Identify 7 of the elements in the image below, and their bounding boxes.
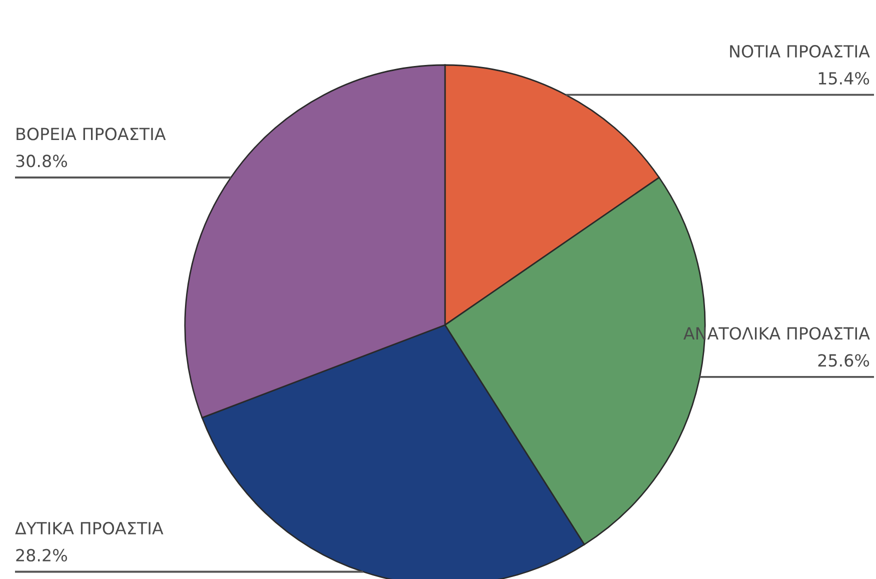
- data-label: 25.6%: [818, 354, 870, 367]
- data-label: 30.8%: [16, 154, 68, 168]
- slice-label: ΔΥΤΙΚΑ ΠΡΟΑΣΤΙΑ: [15, 522, 164, 535]
- data-label: 15.4%: [818, 72, 870, 85]
- slice-label: ΒΟΡΕΙΑ ΠΡΟΑΣΤΙΑ: [16, 128, 166, 140]
- data-label: 28.2%: [16, 548, 68, 562]
- slice-label: ΝΟΤΙΑ ΠΡΟΑΣΤΙΑ: [730, 45, 870, 58]
